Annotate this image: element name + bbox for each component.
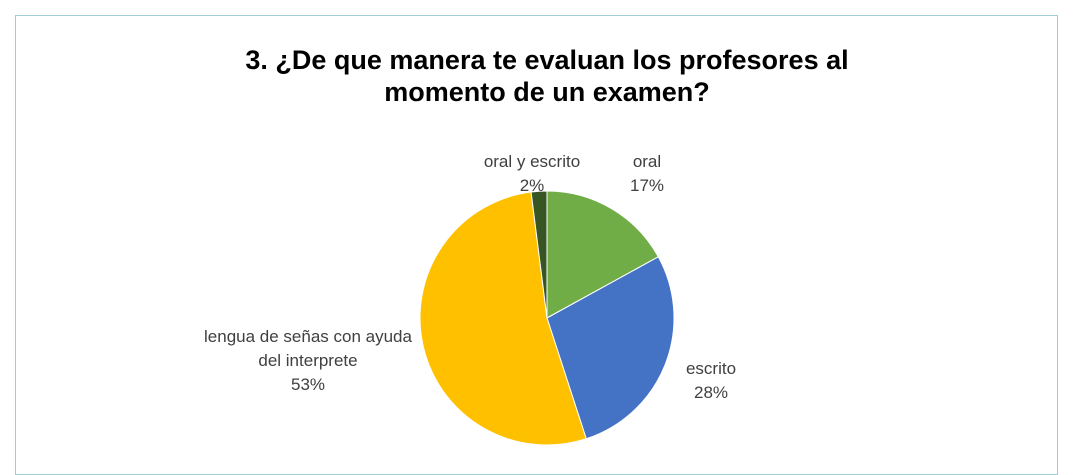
value-label: 28% [693, 383, 729, 402]
category-label: oral [632, 152, 662, 171]
data-label: lengua de señas con ayuda del interprete… [203, 325, 413, 397]
category-label: escrito [685, 359, 737, 378]
data-label: escrito 28% [666, 357, 756, 405]
pie-slice [546, 190, 659, 319]
pie-slice [530, 190, 548, 319]
pie-slice [419, 191, 587, 446]
page: 3. ¿De que manera te evaluan los profeso… [15, 15, 1058, 475]
value-label: 2% [519, 176, 545, 195]
category-label: lengua de señas con ayuda del interprete [204, 327, 412, 370]
chart [419, 190, 675, 446]
category-label: oral y escrito [483, 152, 581, 171]
data-label: oral 17% [607, 150, 687, 198]
pie-slice [546, 256, 675, 440]
value-label: 53% [290, 375, 326, 394]
data-label: oral y escrito 2% [457, 150, 607, 198]
value-label: 17% [629, 176, 665, 195]
chart-title: 3. ¿De que manera te evaluan los profeso… [245, 45, 849, 107]
